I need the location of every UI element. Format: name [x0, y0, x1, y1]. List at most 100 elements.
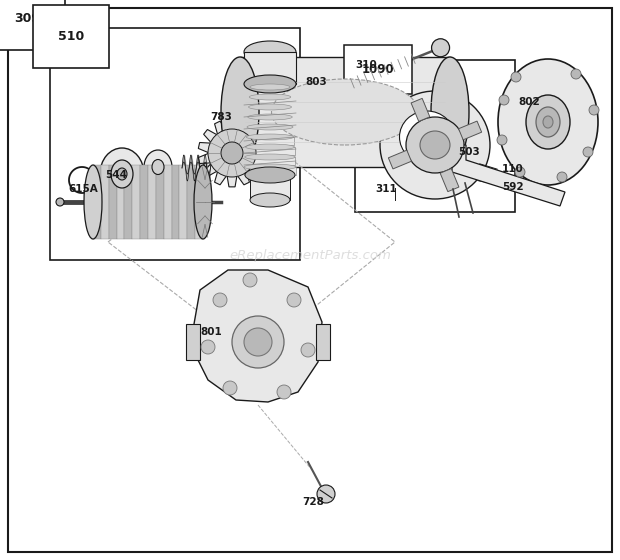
Bar	[148, 165, 156, 239]
Circle shape	[244, 328, 272, 356]
Bar	[125, 165, 132, 239]
Polygon shape	[198, 119, 266, 187]
Ellipse shape	[498, 59, 598, 185]
Ellipse shape	[247, 124, 293, 130]
Bar	[246, 137, 294, 145]
Bar	[93, 165, 101, 239]
Circle shape	[557, 172, 567, 182]
Circle shape	[499, 95, 509, 105]
Text: 311: 311	[375, 184, 397, 194]
Circle shape	[221, 142, 243, 164]
Bar	[195, 165, 203, 239]
Bar	[246, 147, 294, 155]
Text: 510: 510	[58, 30, 84, 43]
Ellipse shape	[420, 131, 450, 159]
Ellipse shape	[248, 114, 292, 120]
Bar	[244, 52, 296, 84]
Bar	[249, 107, 291, 115]
Bar	[248, 117, 292, 125]
Text: 783: 783	[210, 112, 232, 122]
Text: eReplacementParts.com: eReplacementParts.com	[229, 249, 391, 262]
Ellipse shape	[272, 79, 418, 145]
Ellipse shape	[56, 198, 64, 206]
Ellipse shape	[536, 107, 560, 137]
Ellipse shape	[526, 95, 570, 149]
Ellipse shape	[246, 144, 294, 150]
Bar	[50, 28, 300, 260]
Circle shape	[432, 39, 450, 57]
Circle shape	[213, 293, 227, 307]
Bar	[186, 324, 200, 360]
Text: 110: 110	[502, 164, 524, 174]
Text: 728: 728	[302, 497, 324, 507]
Ellipse shape	[249, 94, 291, 100]
Ellipse shape	[244, 164, 296, 170]
Ellipse shape	[245, 167, 295, 183]
Circle shape	[497, 135, 507, 145]
Bar	[247, 127, 293, 135]
Ellipse shape	[249, 104, 291, 110]
Polygon shape	[452, 145, 565, 206]
Ellipse shape	[406, 117, 464, 173]
Circle shape	[511, 72, 521, 82]
Text: 802: 802	[518, 97, 540, 107]
Bar	[108, 165, 117, 239]
Circle shape	[583, 147, 593, 157]
Bar	[440, 169, 459, 192]
Ellipse shape	[84, 165, 102, 239]
Text: 544: 544	[105, 170, 127, 180]
Ellipse shape	[117, 168, 127, 180]
Bar	[140, 165, 148, 239]
Bar	[355, 60, 515, 212]
Text: 503: 503	[458, 147, 480, 157]
Circle shape	[232, 316, 284, 368]
Ellipse shape	[100, 148, 144, 200]
Bar	[249, 97, 291, 105]
Bar	[240, 57, 450, 167]
Text: 615A: 615A	[68, 184, 98, 194]
Ellipse shape	[380, 91, 490, 199]
Circle shape	[201, 340, 215, 354]
Bar	[172, 165, 179, 239]
Polygon shape	[194, 270, 322, 402]
Bar	[250, 174, 290, 200]
Ellipse shape	[221, 57, 259, 167]
Bar	[316, 324, 330, 360]
Bar	[459, 121, 482, 140]
Bar	[244, 167, 296, 175]
Bar	[250, 87, 290, 95]
Circle shape	[277, 385, 291, 399]
Ellipse shape	[245, 154, 295, 160]
Circle shape	[571, 69, 581, 79]
Ellipse shape	[111, 160, 133, 188]
Bar	[117, 165, 125, 239]
Bar	[156, 165, 164, 239]
Circle shape	[301, 343, 315, 357]
Bar	[101, 165, 108, 239]
Ellipse shape	[431, 57, 469, 167]
Ellipse shape	[399, 111, 454, 163]
Bar	[132, 165, 140, 239]
Circle shape	[223, 381, 237, 395]
Text: 592: 592	[502, 182, 524, 192]
Text: 309: 309	[14, 12, 40, 25]
Ellipse shape	[144, 150, 172, 184]
Bar	[164, 165, 172, 239]
Bar	[245, 157, 295, 165]
Circle shape	[243, 273, 257, 287]
Ellipse shape	[244, 41, 296, 63]
Bar	[187, 165, 195, 239]
Ellipse shape	[194, 165, 212, 239]
Ellipse shape	[244, 75, 296, 93]
Text: 310: 310	[355, 60, 377, 70]
Text: 803: 803	[305, 77, 327, 87]
Circle shape	[515, 167, 525, 177]
Circle shape	[287, 293, 301, 307]
Circle shape	[589, 105, 599, 115]
Ellipse shape	[152, 160, 164, 175]
Text: 801: 801	[200, 327, 222, 337]
Ellipse shape	[246, 134, 294, 140]
Circle shape	[208, 129, 256, 177]
Bar	[388, 150, 412, 169]
Ellipse shape	[250, 193, 290, 207]
